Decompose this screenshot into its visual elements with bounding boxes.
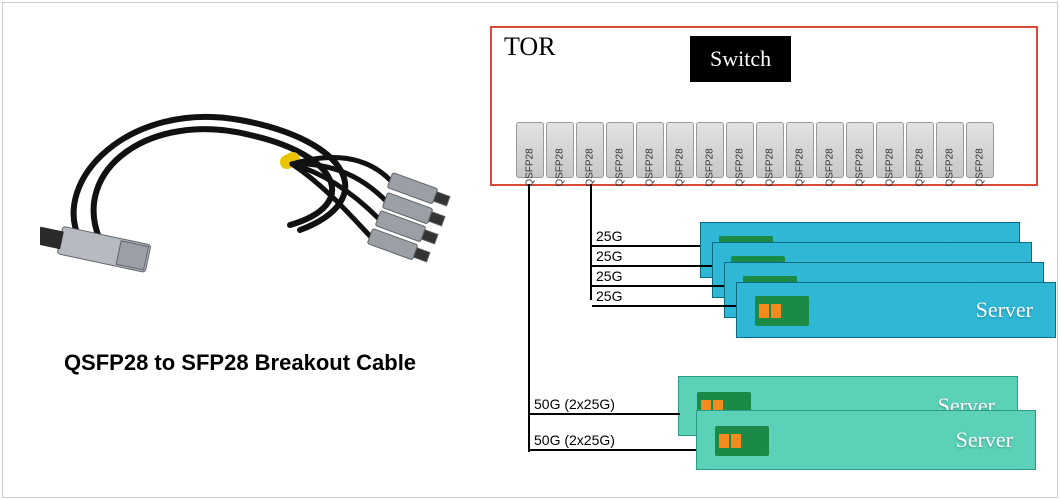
server-nic-icon [715,426,769,456]
port-label: QSFP28 [765,148,776,186]
qsfp28-port: QSFP28 [786,122,814,178]
qsfp28-port: QSFP28 [516,122,544,178]
port-label: QSFP28 [705,148,716,186]
product-caption: QSFP28 to SFP28 Breakout Cable [0,350,480,376]
link-speed-label: 25G [592,288,736,307]
link-speed-label: 25G [592,248,712,267]
link-speed-label: 25G [592,268,724,287]
port-label: QSFP28 [585,148,596,186]
port-label: QSFP28 [525,148,536,186]
product-area: QSFP28 to SFP28 Breakout Cable [0,0,480,500]
server-nic-icon [755,296,809,326]
qsfp28-port: QSFP28 [636,122,664,178]
port-label: QSFP28 [855,148,866,186]
port-label: QSFP28 [825,148,836,186]
qsfp28-port: QSFP28 [606,122,634,178]
green-server: Server [696,410,1036,470]
link-speed-label: 50G (2x25G) [530,396,680,415]
qsfp28-port: QSFP28 [906,122,934,178]
port-label: QSFP28 [675,148,686,186]
port-label: QSFP28 [795,148,806,186]
qsfp28-port: QSFP28 [576,122,604,178]
link-speed-label: 50G (2x25G) [530,432,696,451]
port-label: QSFP28 [915,148,926,186]
server-label: Server [956,427,1013,453]
link-speed-label: 25G [592,228,700,247]
switch-badge: Switch [690,36,791,82]
qsfp28-port: QSFP28 [816,122,844,178]
qsfp28-port: QSFP28 [546,122,574,178]
port-label: QSFP28 [945,148,956,186]
port-label: QSFP28 [555,148,566,186]
qsfp28-port: QSFP28 [936,122,964,178]
topology-diagram: TORSwitchQSFP28QSFP28QSFP28QSFP28QSFP28Q… [480,0,1060,500]
qsfp28-port: QSFP28 [876,122,904,178]
port-label: QSFP28 [735,148,746,186]
qsfp28-port: QSFP28 [756,122,784,178]
qsfp28-port: QSFP28 [666,122,694,178]
server-label: Server [976,297,1033,323]
port-label: QSFP28 [615,148,626,186]
tor-label: TOR [504,32,556,62]
qsfp28-port: QSFP28 [696,122,724,178]
qsfp28-port: QSFP28 [846,122,874,178]
port-label: QSFP28 [645,148,656,186]
cable-illustration [40,90,460,310]
blue-server: Server [736,282,1056,338]
port-label: QSFP28 [885,148,896,186]
port-label: QSFP28 [975,148,986,186]
qsfp28-port: QSFP28 [726,122,754,178]
qsfp28-port: QSFP28 [966,122,994,178]
qsfp28-ports-row: QSFP28QSFP28QSFP28QSFP28QSFP28QSFP28QSFP… [516,122,994,178]
